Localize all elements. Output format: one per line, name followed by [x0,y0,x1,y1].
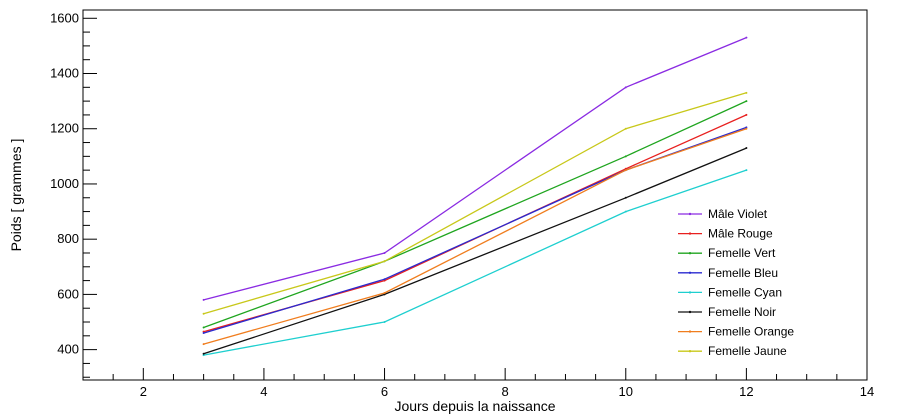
x-tick-label: 6 [381,384,388,399]
x-tick-label: 10 [619,384,633,399]
legend-entry: Femelle Orange [708,325,794,339]
legend-marker [688,232,692,235]
data-point [745,113,748,116]
legend-marker [688,291,692,294]
series-line [203,126,747,334]
series-lines [202,36,748,357]
y-tick-label: 600 [57,286,79,301]
legend-entry: Mâle Rouge [708,227,773,241]
series-line [203,147,747,355]
data-point [202,330,205,333]
legend-entry: Femelle Noir [708,305,776,319]
data-point [624,210,627,213]
data-point [383,279,386,282]
x-tick-label: 12 [739,384,753,399]
legend-marker [688,212,692,216]
x-axis-label: Jours depuis la naissance [394,398,555,414]
x-axis-tick-labels: 2 4 6 8 10 12 14 [140,384,875,399]
data-point [383,321,386,324]
legend-entry: Femelle Bleu [708,266,778,280]
legend-marker [688,271,692,274]
data-point [202,352,205,355]
series-line [203,36,747,301]
data-point [383,293,386,296]
legend: Mâle Violet Mâle Rouge Femelle Vert Femelle… [678,207,794,358]
data-point [745,127,748,130]
legend-entry: Femelle Vert [708,246,776,260]
data-point [624,155,627,158]
data-point [624,196,627,199]
data-point [383,260,386,263]
legend-entry: Femelle Cyan [708,285,782,299]
x-tick-label: 4 [260,384,267,399]
legend-entry: Mâle Violet [708,207,768,221]
data-point [202,354,205,357]
axis-ticks [82,17,868,380]
legend-marker [688,310,692,314]
data-point [202,298,205,301]
data-point [745,147,748,150]
y-tick-label: 800 [57,231,79,246]
data-point [624,169,627,172]
data-point [745,36,748,39]
y-tick-label: 400 [57,342,79,357]
y-tick-label: 1000 [50,176,79,191]
data-point [745,126,748,129]
y-tick-label: 1600 [50,10,79,25]
data-point [383,292,386,295]
data-point [624,86,627,89]
data-point [202,326,205,329]
x-tick-label: 14 [860,384,874,399]
legend-marker [688,350,692,353]
x-tick-label: 2 [140,384,147,399]
data-point [383,251,386,254]
data-point [202,332,205,335]
series-line [203,92,747,315]
series-line [203,128,747,345]
y-tick-label: 1400 [50,66,79,81]
legend-marker [688,330,692,333]
legend-entry: Femelle Jaune [708,344,787,358]
data-point [745,91,748,94]
series-line [203,100,747,329]
data-point [745,100,748,103]
series-line [203,169,747,356]
data-point [202,343,205,346]
data-point [624,127,627,130]
data-point [745,169,748,172]
y-axis-tick-labels: 400 600 800 1000 1200 1400 1600 [50,10,79,356]
series-line [203,114,747,333]
x-tick-label: 8 [502,384,509,399]
data-point [383,278,386,281]
legend-marker [688,252,692,255]
y-tick-label: 1200 [50,121,79,136]
y-axis-label: Poids [ grammes ] [8,139,24,252]
data-point [202,312,205,315]
